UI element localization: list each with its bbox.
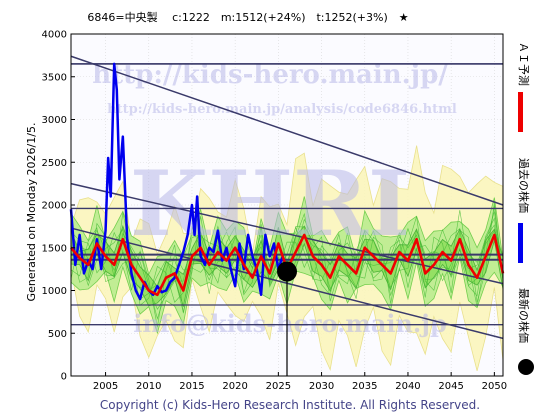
watermark-url: http://kids-hero.main.jp/	[92, 60, 448, 90]
legend-label-past: 過去の株価	[517, 158, 531, 213]
y-tick-label: 2000	[42, 201, 67, 212]
x-tick-label: 2050	[482, 381, 507, 392]
x-tick-label: 2015	[179, 381, 204, 392]
trend-line	[70, 55, 504, 206]
x-tick-label: 2045	[438, 381, 463, 392]
x-tick-label: 2010	[136, 381, 161, 392]
series-line-past-price	[69, 62, 289, 301]
legend-swatch-past	[518, 223, 523, 263]
chart-title: 6846=中央製 c:1222 m:1512(+24%) t:1252(+3%)…	[87, 10, 408, 24]
legend-swatch-ai	[518, 92, 523, 132]
x-tick-label: 2020	[222, 381, 247, 392]
current-price-marker-group	[277, 261, 297, 376]
legend-swatch-latest	[518, 359, 534, 375]
copyright-footer: Copyright (c) Kids-Hero Research Institu…	[100, 398, 480, 412]
x-tick-label: 2005	[93, 381, 118, 392]
watermark: KHRI http://kids-hero.main.jp/ http://ki…	[92, 60, 457, 338]
y-tick-label: 1000	[42, 286, 67, 297]
legend-label-ai: ＡＩ予測	[517, 42, 531, 86]
x-tick-label: 2030	[309, 381, 334, 392]
legend: ＡＩ予測 過去の株価 最新の株価	[517, 42, 534, 375]
x-tick-label: 2040	[395, 381, 420, 392]
x-tick-label: 2035	[352, 381, 377, 392]
watermark-logo: KHRI	[130, 151, 410, 257]
y-tick-label: 4000	[42, 30, 67, 41]
y-tick-label: 3000	[42, 115, 67, 126]
watermark-analysis: http://kids-hero.main.jp/analysis/code68…	[107, 102, 457, 117]
y-axis-label: Generated on Monday 2026/1/5.	[25, 123, 38, 302]
x-axis-ticks: 2005 2010 2015 2020 2025 2030 2035 2040 2045 2050	[93, 372, 507, 392]
y-tick-label: 0	[61, 372, 67, 383]
y-axis-ticks: 0 500 1000 1500 2000 2500 3000 3500 4000	[42, 30, 75, 383]
watermark-email: info@kids-hero.main.jp	[133, 309, 447, 338]
y-tick-label: 500	[48, 329, 67, 340]
y-tick-label: 1500	[42, 243, 67, 254]
current-price-marker	[277, 261, 297, 282]
y-tick-label: 2500	[42, 158, 67, 169]
y-tick-label: 3500	[42, 72, 67, 83]
x-tick-label: 2025	[266, 381, 291, 392]
legend-label-latest: 最新の株価	[517, 288, 531, 343]
